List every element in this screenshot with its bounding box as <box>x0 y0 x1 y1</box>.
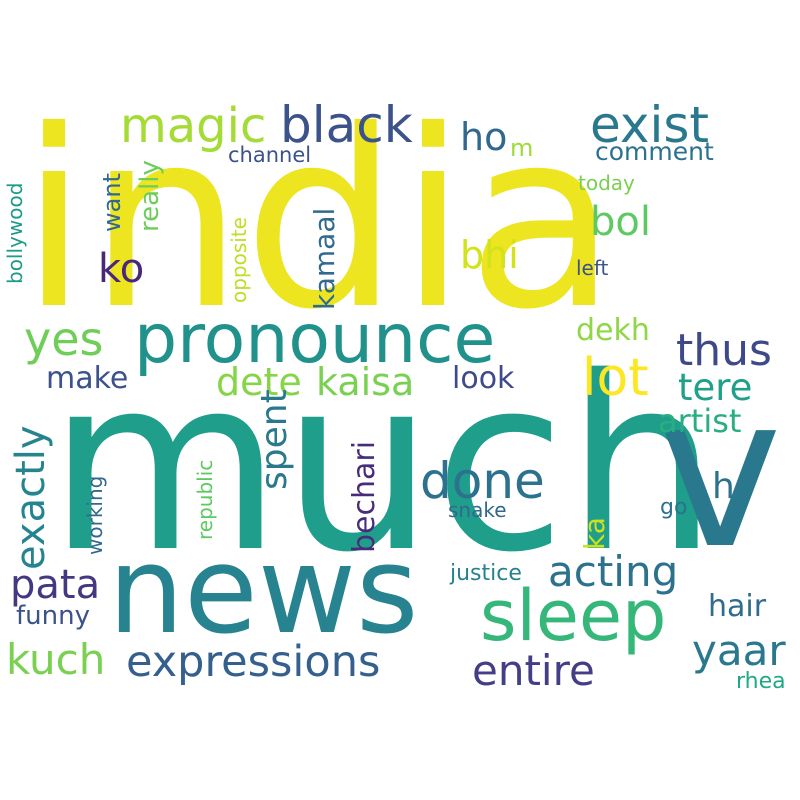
word-dekh: dekh <box>576 313 650 348</box>
word-channel: channel <box>228 143 311 167</box>
word-kamaal: kamaal <box>308 208 341 310</box>
word-go: go <box>660 495 687 520</box>
word-h: h <box>712 466 735 507</box>
word-v: v <box>658 350 782 595</box>
word-make: make <box>46 361 128 396</box>
word-look: look <box>452 361 515 396</box>
word-opposite: opposite <box>227 217 251 303</box>
word-entire: entire <box>472 646 595 695</box>
word-m: m <box>510 134 533 162</box>
word-comment: comment <box>595 137 714 166</box>
word-republic: republic <box>193 460 217 540</box>
word-lot: lot <box>582 348 649 408</box>
word-bechari: bechari <box>347 441 382 553</box>
word-funny: funny <box>16 601 90 631</box>
word-left: left <box>576 256 609 280</box>
word-today: today <box>578 171 635 195</box>
word-ko: ko <box>98 246 144 292</box>
word-pronounce: pronounce <box>134 300 495 379</box>
word-want: want <box>98 173 126 232</box>
word-yes: yes <box>24 312 104 366</box>
word-really: really <box>135 160 165 232</box>
word-spent: spent <box>254 389 295 490</box>
word-ka: ka <box>578 517 611 550</box>
word-artist: artist <box>658 402 741 440</box>
word-magic: magic <box>120 98 266 154</box>
word-expressions: expressions <box>126 637 380 687</box>
word-thus: thus <box>676 325 772 376</box>
word-exist: exist <box>590 96 709 154</box>
word-justice: justice <box>449 561 522 586</box>
word-dete: dete <box>216 360 302 404</box>
word-bhi: bhi <box>460 233 519 277</box>
word-kaisa: kaisa <box>316 360 414 404</box>
word-hair: hair <box>708 589 767 624</box>
word-exactly: exactly <box>8 425 54 570</box>
word-yaar: yaar <box>692 626 786 675</box>
word-news: news <box>108 522 419 661</box>
word-sleep: sleep <box>480 575 666 657</box>
word-black: black <box>280 96 413 154</box>
word-done: done <box>420 452 545 510</box>
word-tere: tere <box>678 366 752 409</box>
word-rhea: rhea <box>736 669 786 694</box>
word-bol: bol <box>590 199 651 245</box>
word-bollywood: bollywood <box>3 183 27 284</box>
word-india: india <box>20 78 617 363</box>
word-working: working <box>83 476 107 555</box>
word-snake: snake <box>448 498 507 522</box>
word-much: much <box>48 325 718 605</box>
word-ho: ho <box>460 115 507 159</box>
word-kuch: kuch <box>6 635 105 684</box>
word-pata: pata <box>10 562 100 608</box>
word-acting: acting <box>548 547 678 596</box>
